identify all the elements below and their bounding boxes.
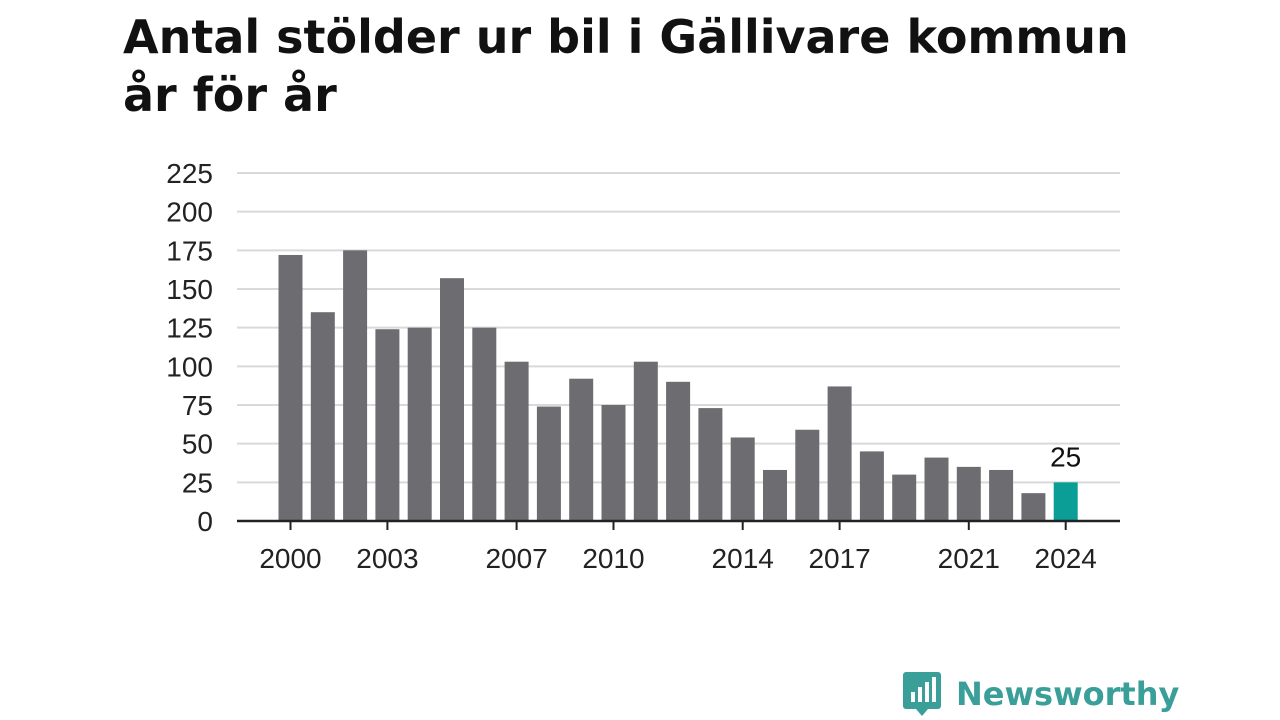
bar bbox=[472, 327, 497, 521]
newsworthy-logo-icon bbox=[903, 672, 941, 716]
y-tick-label: 100 bbox=[166, 351, 213, 382]
bar bbox=[859, 451, 884, 521]
y-tick-label: 200 bbox=[166, 197, 213, 228]
bar bbox=[536, 406, 561, 521]
bar bbox=[407, 327, 432, 521]
highlight-value-label: 25 bbox=[1050, 441, 1081, 472]
newsworthy-wordmark: Newsworthy bbox=[956, 675, 1180, 713]
highlight-bar bbox=[1053, 482, 1078, 521]
bar bbox=[956, 466, 981, 521]
x-tick-label: 2024 bbox=[1035, 543, 1097, 574]
bar bbox=[569, 378, 594, 521]
bar bbox=[730, 437, 755, 521]
bar bbox=[504, 361, 529, 521]
x-tick-label: 2014 bbox=[712, 543, 774, 574]
x-tick-label: 2017 bbox=[808, 543, 870, 574]
bar bbox=[1021, 493, 1046, 521]
y-tick-label: 0 bbox=[197, 506, 213, 537]
y-tick-label: 150 bbox=[166, 274, 213, 305]
x-tick-label: 2007 bbox=[485, 543, 547, 574]
newsworthy-logo: Newsworthy bbox=[902, 670, 1179, 718]
y-tick-label: 125 bbox=[166, 313, 213, 344]
x-tick-label: 2003 bbox=[356, 543, 418, 574]
x-axis bbox=[237, 519, 1120, 530]
y-tick-label: 75 bbox=[182, 390, 213, 421]
x-tick-label: 2010 bbox=[582, 543, 644, 574]
y-tick-label: 175 bbox=[166, 235, 213, 266]
bar bbox=[989, 469, 1014, 521]
bar bbox=[343, 250, 368, 522]
y-axis-labels: 0 25 50 75 100 125 150 175 200 225 bbox=[166, 158, 213, 537]
bar bbox=[310, 312, 335, 521]
bar bbox=[924, 457, 949, 521]
bar bbox=[698, 408, 723, 521]
bar bbox=[892, 474, 917, 521]
bars bbox=[278, 250, 1078, 522]
bar bbox=[795, 429, 820, 521]
x-tick-label: 2000 bbox=[259, 543, 321, 574]
bar bbox=[633, 361, 658, 521]
bar bbox=[763, 469, 787, 521]
bar bbox=[601, 405, 626, 521]
bar bbox=[440, 278, 464, 521]
bar bbox=[827, 386, 852, 521]
bar bbox=[666, 381, 691, 521]
x-tick-label: 2021 bbox=[938, 543, 1000, 574]
bar bbox=[375, 329, 400, 521]
y-tick-label: 50 bbox=[182, 429, 213, 460]
bar bbox=[278, 254, 303, 521]
y-tick-label: 225 bbox=[166, 158, 213, 189]
chart-title: Antal stölder ur bil i Gällivare kommun … bbox=[123, 10, 1129, 122]
x-axis-labels: 2000 2003 2007 2010 2014 2017 2021 2024 bbox=[259, 543, 1096, 574]
y-tick-label: 25 bbox=[182, 467, 213, 498]
annotations: 25 bbox=[1050, 441, 1081, 472]
